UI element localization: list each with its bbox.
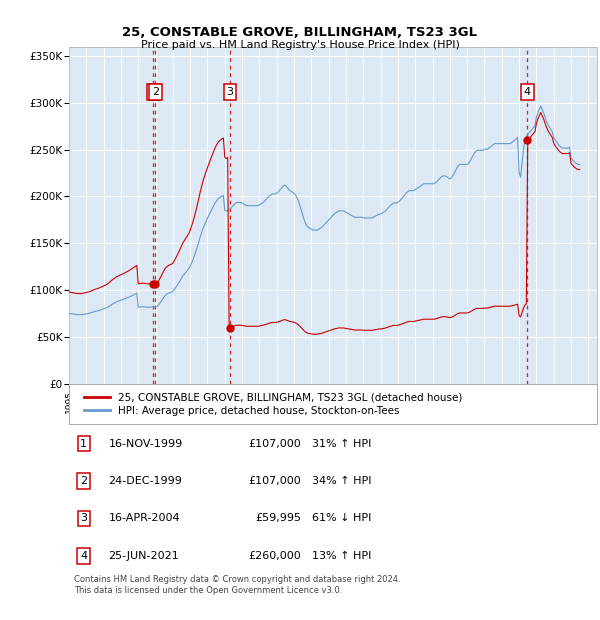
Text: 16-NOV-1999: 16-NOV-1999: [109, 439, 183, 449]
Text: 3: 3: [226, 87, 233, 97]
Text: 4: 4: [524, 87, 531, 97]
Text: 2: 2: [80, 476, 88, 486]
Text: Contains HM Land Registry data © Crown copyright and database right 2024.
This d: Contains HM Land Registry data © Crown c…: [74, 575, 401, 595]
Text: £107,000: £107,000: [248, 476, 301, 486]
Text: £260,000: £260,000: [248, 551, 301, 560]
Text: 4: 4: [80, 551, 88, 560]
Text: £59,995: £59,995: [256, 513, 301, 523]
Text: 13% ↑ HPI: 13% ↑ HPI: [312, 551, 371, 560]
Text: 3: 3: [80, 513, 87, 523]
Text: £107,000: £107,000: [248, 439, 301, 449]
Text: 25-JUN-2021: 25-JUN-2021: [109, 551, 179, 560]
Text: 1: 1: [150, 87, 157, 97]
Text: 24-DEC-1999: 24-DEC-1999: [109, 476, 182, 486]
Legend: 25, CONSTABLE GROVE, BILLINGHAM, TS23 3GL (detached house), HPI: Average price, : 25, CONSTABLE GROVE, BILLINGHAM, TS23 3G…: [79, 388, 467, 420]
Text: 34% ↑ HPI: 34% ↑ HPI: [312, 476, 371, 486]
Text: 1: 1: [80, 439, 87, 449]
Text: Price paid vs. HM Land Registry's House Price Index (HPI): Price paid vs. HM Land Registry's House …: [140, 40, 460, 50]
Text: 16-APR-2004: 16-APR-2004: [109, 513, 180, 523]
Text: 25, CONSTABLE GROVE, BILLINGHAM, TS23 3GL: 25, CONSTABLE GROVE, BILLINGHAM, TS23 3G…: [122, 26, 478, 39]
Text: 31% ↑ HPI: 31% ↑ HPI: [312, 439, 371, 449]
Text: 2: 2: [152, 87, 159, 97]
Text: 61% ↓ HPI: 61% ↓ HPI: [312, 513, 371, 523]
